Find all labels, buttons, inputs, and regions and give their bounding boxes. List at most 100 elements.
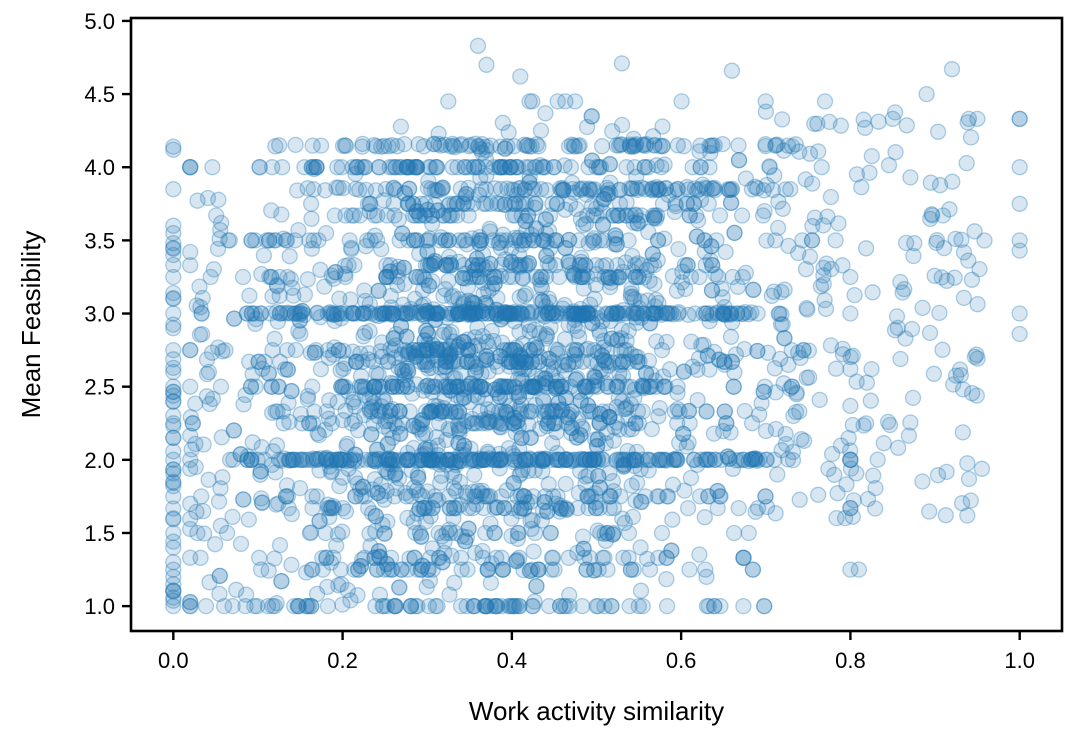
data-point: [241, 287, 258, 304]
data-point: [345, 394, 362, 411]
data-point: [378, 207, 396, 224]
data-point: [462, 375, 479, 392]
data-point: [761, 159, 778, 176]
data-point: [260, 232, 278, 249]
data-point: [189, 192, 206, 209]
data-point: [722, 194, 740, 211]
data-point: [256, 353, 273, 370]
data-point: [443, 207, 461, 224]
data-point: [582, 353, 600, 370]
data-point: [187, 435, 204, 453]
data-point: [235, 396, 252, 413]
data-point: [433, 467, 450, 485]
data-point: [903, 320, 921, 338]
data-point: [509, 530, 526, 547]
data-point: [448, 499, 465, 517]
data-point: [900, 427, 918, 444]
data-point: [493, 256, 510, 273]
data-point: [235, 491, 252, 508]
data-point: [640, 462, 657, 479]
data-point: [410, 207, 428, 224]
data-point: [574, 180, 592, 197]
data-point: [526, 199, 543, 216]
data-point: [287, 451, 305, 468]
data-point: [648, 210, 665, 227]
data-point: [348, 353, 365, 370]
data-point: [443, 324, 460, 341]
data-point: [286, 597, 303, 615]
data-point: [471, 378, 489, 395]
data-point: [586, 290, 603, 307]
data-point: [604, 123, 621, 140]
data-point: [646, 209, 663, 226]
data-point: [479, 451, 496, 468]
data-point: [451, 424, 468, 441]
data-point: [366, 378, 383, 395]
data-point: [429, 341, 446, 359]
data-point: [728, 452, 745, 469]
data-point: [277, 488, 295, 505]
data-point: [517, 451, 534, 468]
data-point: [589, 431, 607, 448]
data-point: [165, 268, 182, 286]
data-point: [252, 305, 270, 322]
data-point: [393, 561, 410, 578]
data-point: [576, 549, 593, 566]
data-point: [391, 232, 408, 249]
data-point: [442, 451, 459, 468]
data-point: [639, 292, 657, 309]
data-point: [681, 561, 698, 578]
data-point: [606, 235, 623, 253]
data-point: [610, 389, 627, 407]
data-point: [703, 282, 721, 299]
data-point: [772, 350, 789, 368]
data-point: [357, 292, 374, 310]
data-point: [664, 511, 681, 528]
data-point: [722, 424, 739, 441]
data-point: [389, 268, 406, 286]
data-point: [959, 455, 976, 472]
data-point: [419, 325, 437, 342]
data-point: [352, 368, 370, 385]
data-point: [625, 214, 642, 231]
data-point: [201, 574, 218, 591]
data-point: [477, 195, 495, 212]
data-point: [537, 105, 554, 122]
data-point: [566, 305, 584, 322]
data-point: [420, 561, 437, 578]
data-point: [526, 378, 543, 395]
data-point: [751, 406, 768, 423]
data-point: [165, 378, 182, 395]
data-point: [365, 394, 383, 411]
data-point: [449, 159, 466, 176]
data-point: [797, 261, 815, 278]
data-point: [310, 232, 327, 249]
data-point: [331, 477, 348, 495]
data-point: [620, 549, 637, 566]
data-point: [460, 520, 477, 537]
data-point: [730, 152, 748, 169]
data-point: [726, 224, 743, 242]
data-point: [698, 451, 716, 468]
data-point: [620, 524, 638, 542]
data-point: [283, 556, 300, 573]
data-point: [165, 554, 182, 571]
data-point: [575, 305, 593, 322]
data-point: [804, 217, 821, 235]
data-point: [479, 488, 497, 505]
data-point: [417, 425, 434, 442]
data-point: [534, 463, 551, 480]
data-point: [450, 232, 468, 249]
data-point: [450, 434, 467, 452]
data-point: [320, 349, 337, 367]
data-point: [200, 471, 217, 488]
x-axis-ticks: 0.0 0.2 0.4 0.6 0.8 1.0: [158, 631, 1035, 673]
data-point: [845, 492, 862, 509]
data-point: [380, 412, 397, 430]
data-point: [647, 305, 664, 322]
data-point: [283, 505, 300, 523]
data-point: [470, 337, 487, 354]
data-point: [629, 403, 647, 420]
data-point: [1011, 159, 1028, 176]
data-point: [666, 203, 683, 221]
